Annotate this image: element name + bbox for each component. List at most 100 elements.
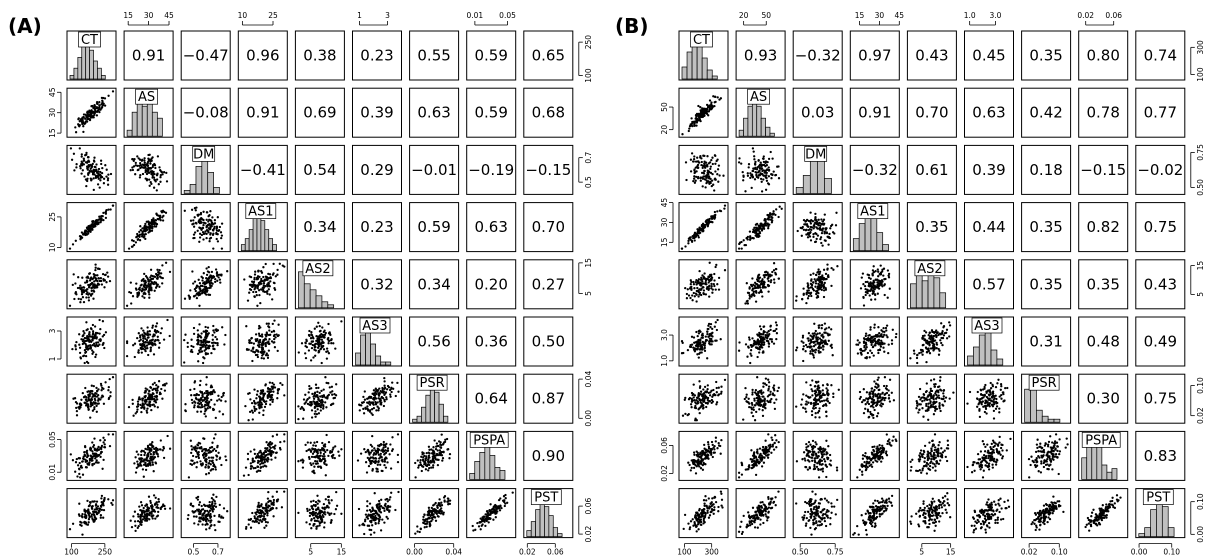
data-point — [80, 155, 83, 158]
data-point — [702, 110, 705, 113]
data-point — [87, 299, 91, 302]
data-point — [201, 463, 204, 466]
data-point — [91, 332, 95, 335]
data-point — [204, 230, 207, 233]
data-point — [268, 381, 272, 384]
data-point — [265, 524, 268, 527]
data-point — [154, 461, 157, 464]
data-point — [149, 170, 152, 173]
data-point — [194, 289, 197, 293]
data-point — [139, 173, 142, 177]
data-point — [419, 458, 422, 462]
data-point — [323, 521, 326, 524]
data-point — [312, 337, 315, 340]
data-point — [381, 448, 384, 451]
data-point — [358, 524, 361, 527]
data-point — [156, 276, 159, 279]
data-point — [198, 240, 201, 243]
data-point — [93, 280, 96, 283]
data-point — [103, 97, 107, 100]
data-point — [89, 390, 92, 393]
bottom-axis: 5 15 — [308, 543, 346, 557]
histogram-bar — [201, 157, 209, 194]
data-point — [436, 449, 439, 452]
data-point — [104, 164, 107, 167]
data-point — [264, 354, 268, 357]
data-point — [151, 164, 155, 167]
scatter-cell — [66, 430, 117, 481]
data-point — [205, 376, 208, 379]
data-point — [139, 522, 142, 526]
data-point — [98, 108, 101, 111]
data-point — [212, 329, 215, 332]
bottom-axis: 0.00 0.04 — [406, 543, 462, 557]
data-point — [92, 401, 95, 404]
data-point — [330, 338, 333, 342]
data-point — [80, 231, 84, 234]
data-point — [206, 505, 210, 508]
histogram-bar — [141, 105, 148, 137]
data-point — [385, 388, 389, 391]
data-point — [107, 208, 110, 211]
data-point — [211, 459, 214, 462]
data-point — [140, 519, 143, 523]
correlation-cell: 0.74 — [1135, 30, 1186, 81]
data-point — [487, 521, 490, 524]
data-point — [138, 176, 142, 179]
data-point — [79, 287, 82, 291]
data-point — [310, 527, 313, 530]
data-point — [91, 335, 95, 339]
data-point — [101, 395, 105, 398]
data-point — [140, 159, 144, 162]
data-point — [260, 398, 263, 401]
data-point — [325, 433, 328, 437]
data-point — [313, 392, 316, 395]
data-point — [372, 406, 376, 410]
data-point — [323, 449, 326, 452]
data-point — [363, 520, 367, 523]
data-point — [378, 387, 381, 390]
data-point — [159, 331, 162, 335]
data-point — [129, 169, 132, 172]
data-point — [202, 503, 206, 506]
scatter-cell — [237, 488, 288, 539]
histogram-bar — [469, 473, 476, 480]
data-point — [147, 353, 150, 357]
data-point — [91, 389, 94, 393]
data-point — [95, 404, 98, 408]
histogram-bar — [365, 328, 371, 366]
data-point — [207, 332, 210, 335]
data-point — [274, 275, 277, 278]
data-point — [261, 462, 265, 465]
data-point — [258, 400, 261, 404]
data-point — [269, 280, 272, 283]
data-point — [99, 159, 103, 162]
data-point — [220, 463, 223, 467]
diagonal-cell: AS3 — [352, 316, 402, 367]
data-point — [436, 514, 439, 518]
correlation-cell: 0.38 — [294, 30, 345, 81]
data-point — [368, 502, 372, 505]
correlation-value: 0.43 — [915, 47, 948, 65]
data-point — [267, 288, 270, 291]
data-point — [79, 284, 82, 287]
data-point — [314, 354, 317, 357]
data-point — [196, 329, 199, 332]
data-point — [265, 502, 268, 505]
tick-label: 0.02 — [584, 526, 593, 543]
data-point — [316, 455, 319, 458]
data-point — [205, 528, 208, 531]
data-point — [390, 390, 393, 394]
data-point — [96, 110, 99, 113]
data-point — [324, 401, 327, 404]
data-point — [80, 466, 84, 469]
data-point — [358, 403, 361, 406]
data-point — [247, 523, 250, 526]
data-point — [423, 526, 426, 529]
data-point — [193, 216, 196, 219]
right-axis: 0.000.04 — [578, 371, 593, 427]
data-point — [383, 509, 386, 513]
data-point — [245, 525, 248, 529]
data-point — [190, 463, 194, 466]
